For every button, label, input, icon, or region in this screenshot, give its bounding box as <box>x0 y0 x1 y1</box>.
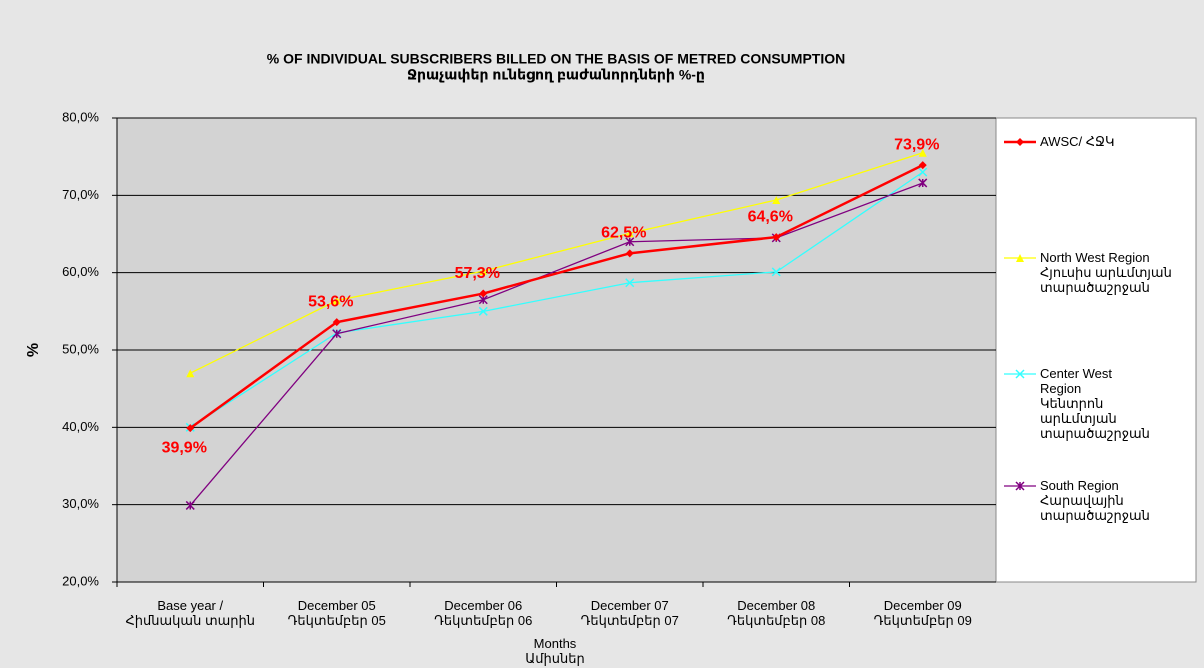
y-tick-label: 30,0% <box>62 496 99 511</box>
series-line <box>189 152 923 374</box>
y-tick-label: 20,0% <box>62 573 99 588</box>
marker <box>479 289 488 298</box>
marker <box>1015 481 1025 491</box>
x-tick-label: December 08 Դեկտեմբեր 08 <box>727 598 826 628</box>
data-label: 62,5% <box>601 225 646 242</box>
legend-label: North West Region Հյուսիս արևմտյան տարած… <box>1040 250 1172 295</box>
marker <box>186 369 195 378</box>
data-label: 53,6% <box>308 293 353 310</box>
marker <box>332 296 341 305</box>
marker <box>479 267 488 276</box>
legend-box <box>995 117 1197 583</box>
x-tick-label: December 06 Դեկտեմբեր 06 <box>434 598 533 628</box>
y-tick-label: 60,0% <box>62 264 99 279</box>
marker <box>772 233 781 242</box>
x-tick-label: December 09 Դեկտեմբեր 09 <box>873 598 972 628</box>
data-label: 73,9% <box>894 136 939 153</box>
marker <box>771 267 781 277</box>
data-label: 39,9% <box>162 439 207 456</box>
marker <box>625 249 634 258</box>
x-axis-label: Months Ամիսներ <box>525 636 585 666</box>
marker <box>772 195 781 204</box>
marker <box>625 237 635 247</box>
marker <box>332 329 342 339</box>
y-tick-label: 40,0% <box>62 419 99 434</box>
marker <box>918 167 928 177</box>
marker <box>185 500 195 510</box>
chart-subtitle: Ջրաչափեր ունեցող բաժանորդների %-ը <box>407 67 705 83</box>
marker <box>1016 254 1024 262</box>
x-tick-label: December 05 Դեկտեմբեր 05 <box>287 598 386 628</box>
y-tick-label: 70,0% <box>62 187 99 202</box>
series-line <box>189 171 924 428</box>
marker <box>332 318 341 327</box>
y-tick-label: 80,0% <box>62 109 99 124</box>
y-axis-label: % <box>25 343 42 357</box>
legend-label: Center West Region Կենտրոն արևմտյան տարա… <box>1040 366 1150 441</box>
marker <box>478 306 488 316</box>
legend-label: South Region Հարավային տարածաշրջան <box>1040 478 1150 523</box>
series-line <box>189 164 924 430</box>
marker <box>625 229 634 238</box>
marker <box>918 148 927 157</box>
data-label: 57,3% <box>455 265 500 282</box>
marker <box>625 278 635 288</box>
x-tick-label: December 07 Դեկտեմբեր 07 <box>580 598 679 628</box>
marker <box>186 424 195 433</box>
data-label: 64,6% <box>748 208 793 225</box>
marker <box>1016 138 1024 146</box>
x-tick-label: Base year / Հիմնական տարին <box>125 598 255 628</box>
chart-title: % OF INDIVIDUAL SUBSCRIBERS BILLED ON TH… <box>267 51 845 67</box>
legend-label: AWSC/ ՀՋԿ <box>1040 134 1115 149</box>
y-tick-label: 50,0% <box>62 341 99 356</box>
marker <box>918 178 928 188</box>
marker <box>1015 369 1025 379</box>
series-line <box>189 182 923 506</box>
marker <box>918 161 927 170</box>
